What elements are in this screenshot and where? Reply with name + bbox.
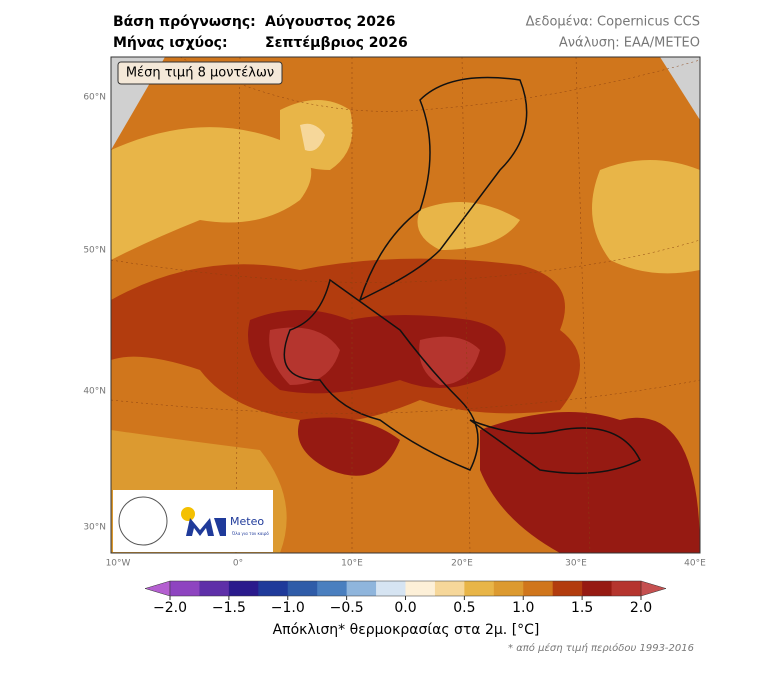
- colorbar-swatch: [258, 581, 289, 596]
- lat-label: 30°N: [83, 523, 106, 533]
- logo-mark: [214, 518, 226, 536]
- lat-label: 60°N: [83, 93, 106, 103]
- colorbar-swatch: [405, 581, 436, 596]
- colorbar-over: [640, 580, 667, 597]
- badge: Μέση τιμή 8 μοντέλων: [126, 66, 274, 81]
- lat-labels: 60°N 50°N 40°N 30°N: [83, 93, 106, 533]
- colorbar-tick-label: 1.5: [571, 600, 593, 616]
- analysis: Ανάλυση: ΕΑΑ/METEO: [559, 36, 700, 51]
- colorbar-swatch: [523, 581, 554, 596]
- footnote: * από μέση τιμή περιόδου 1993-2016: [508, 642, 694, 654]
- colorbar-swatch: [434, 581, 465, 596]
- lon-label: 30°E: [565, 559, 587, 569]
- lon-label: 0°: [233, 559, 243, 569]
- region: [269, 327, 340, 385]
- logo-mark: [186, 518, 214, 536]
- colorbar-label: Απόκλιση* θερμοκρασίας στα 2μ. [°C]: [273, 622, 540, 638]
- lon-labels: 10°W 0° 10°E 20°E 30°E 40°E: [106, 559, 707, 569]
- colorbar-swatch: [582, 581, 613, 596]
- emblem: [118, 496, 168, 546]
- region: [480, 412, 700, 553]
- colorbar-tick-label: 0.5: [453, 600, 475, 616]
- colorbar-swatch: [552, 581, 583, 596]
- colorbar-tick-label: −0.5: [330, 600, 364, 616]
- colorbar-tick-label: 1.0: [512, 600, 534, 616]
- map-frame: [110, 56, 701, 554]
- logo-box: [113, 490, 273, 552]
- colorbar-swatch: [317, 581, 348, 596]
- lon-label: 10°W: [106, 559, 131, 569]
- badge-box: [117, 61, 283, 85]
- colorbar-swatch: [346, 581, 377, 596]
- map: Μέση τιμή 8 μοντέλων Meteo Όλα για τον κ…: [110, 56, 701, 554]
- region: [298, 417, 400, 476]
- valid-month-label: Μήνας ισχύος:: [113, 35, 228, 51]
- valid-month-value: Σεπτέμβριος 2026: [265, 35, 408, 51]
- colorbar-swatch: [493, 581, 524, 596]
- lon-label: 20°E: [451, 559, 473, 569]
- region: [300, 123, 325, 151]
- region: [592, 160, 700, 274]
- colorbar-tick-label: −2.0: [153, 600, 187, 616]
- region: [417, 202, 520, 250]
- region: [111, 127, 312, 260]
- colorbar-tick-label: −1.5: [212, 600, 246, 616]
- logo-name: Meteo: [230, 515, 264, 528]
- forecast-base-value: Αύγουστος 2026: [265, 14, 396, 30]
- colorbar-tick-label: 0.0: [394, 600, 416, 616]
- colorbar-swatch: [287, 581, 318, 596]
- colorbar-swatch: [464, 581, 495, 596]
- colorbar-swatch: [199, 581, 230, 596]
- colorbar-under: [144, 580, 171, 597]
- colorbar: −2.0 −1.5 −1.0 −0.5 0.0 0.5 1.0 1.5 2.0: [144, 580, 667, 616]
- lat-label: 40°N: [83, 387, 106, 397]
- colorbar-tick-label: −1.0: [271, 600, 305, 616]
- colorbar-swatch: [228, 581, 259, 596]
- coastline: [283, 76, 642, 475]
- colorbar-swatch: [376, 581, 406, 596]
- data-source: Δεδομένα: Copernicus CCS: [526, 15, 700, 30]
- lat-label: 50°N: [83, 246, 106, 256]
- logo-tagline: Όλα για τον καιρό: [231, 531, 269, 536]
- colorbar-swatch: [611, 581, 642, 596]
- forecast-base-label: Βάση πρόγνωσης:: [113, 14, 256, 30]
- lon-label: 10°E: [341, 559, 363, 569]
- logo-sun: [181, 507, 195, 521]
- lon-label: 40°E: [684, 559, 706, 569]
- colorbar-tick-label: 2.0: [630, 600, 652, 616]
- no-data: [660, 57, 700, 120]
- colorbar-swatch: [170, 581, 200, 596]
- graticule: [111, 57, 700, 553]
